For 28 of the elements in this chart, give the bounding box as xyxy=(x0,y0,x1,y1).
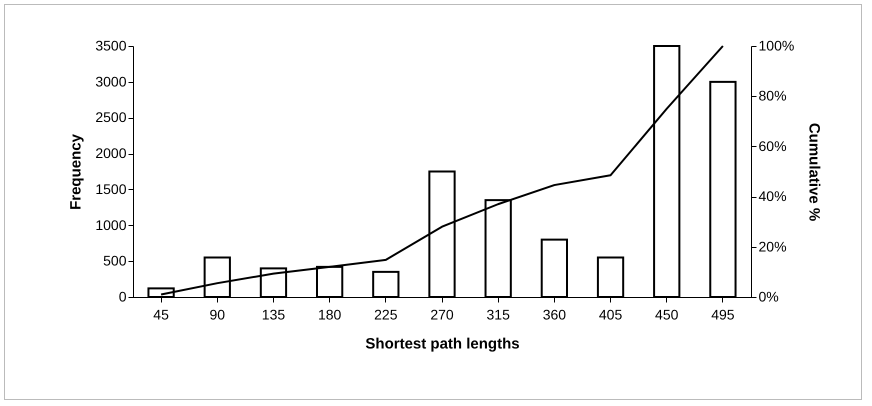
y-axis-title: Frequency xyxy=(67,133,84,210)
y2-tick-label: 20% xyxy=(758,238,787,254)
x-tick-label: 405 xyxy=(598,306,622,322)
x-tick-label: 225 xyxy=(374,306,398,322)
y-tick-label: 2000 xyxy=(95,145,127,162)
x-tick-label: 135 xyxy=(262,306,286,322)
x-tick-label: 270 xyxy=(430,306,454,322)
x-tick-label: 495 xyxy=(711,306,735,322)
x-tick-label: 45 xyxy=(153,306,170,322)
x-tick-label: 450 xyxy=(655,306,679,322)
y-tick-label: 3500 xyxy=(95,38,127,54)
y-tick-label: 500 xyxy=(103,252,127,269)
y-tick-label: 0 xyxy=(118,288,127,304)
x-tick-label: 90 xyxy=(209,306,226,322)
y2-axis-title: Cumulative % xyxy=(805,122,822,222)
x-axis-title: Shortest path lengths xyxy=(365,336,520,352)
y2-tick-label: 0% xyxy=(758,288,779,304)
y-tick-label: 2500 xyxy=(95,109,127,126)
y2-tick-label: 60% xyxy=(758,138,787,154)
y2-tick-label: 100% xyxy=(758,38,794,54)
y-tick-label: 1500 xyxy=(95,180,127,197)
y2-tick-label: 80% xyxy=(758,88,787,104)
y-tick-label: 3000 xyxy=(95,73,127,90)
x-tick-label: 360 xyxy=(542,306,566,322)
x-tick-label: 315 xyxy=(486,306,510,322)
y2-tick-label: 40% xyxy=(758,188,787,204)
y-tick-label: 1000 xyxy=(95,216,127,233)
x-tick-label: 180 xyxy=(318,306,342,322)
